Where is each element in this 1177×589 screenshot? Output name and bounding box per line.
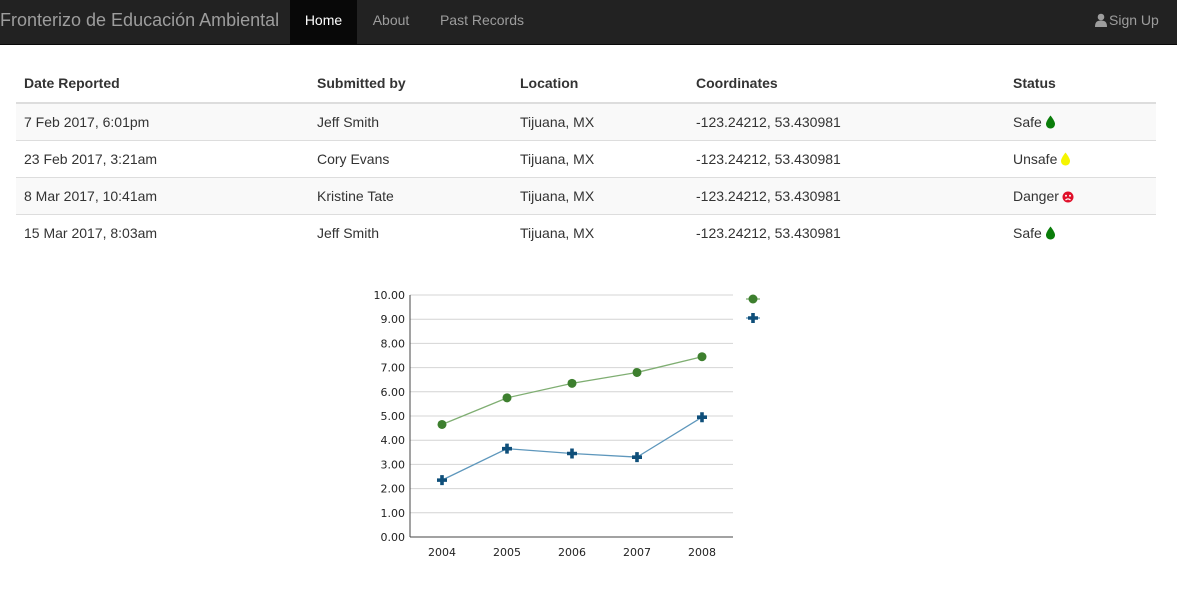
y-tick-label: 7.00: [381, 362, 406, 375]
cell-coordinates: -123.24212, 53.430981: [688, 176, 1005, 214]
cell-coordinates: -123.24212, 53.430981: [688, 213, 1005, 251]
user-icon: [1095, 13, 1107, 27]
x-tick-label: 2004: [428, 546, 456, 559]
signup-button[interactable]: Sign Up: [1094, 0, 1159, 45]
data-point: [437, 419, 447, 429]
danger-icon: [1062, 191, 1074, 202]
nav-about[interactable]: About: [372, 12, 410, 28]
cell-submitted-by: Kristine Tate: [309, 176, 512, 214]
cell-submitted-by: Jeff Smith: [309, 213, 512, 251]
cell-location: Tijuana, MX: [512, 213, 688, 251]
cell-status: Unsafe: [1005, 139, 1156, 177]
cell-date: 23 Feb 2017, 3:21am: [16, 139, 309, 177]
cell-submitted-by: Cory Evans: [309, 139, 512, 177]
y-tick-label: 4.00: [381, 434, 406, 447]
status-text: Danger: [1013, 187, 1059, 204]
cell-date: 15 Mar 2017, 8:03am: [16, 213, 309, 251]
y-tick-label: 6.00: [381, 386, 406, 399]
navbar: Fronterizo de Educación Ambiental Home A…: [0, 0, 1177, 45]
x-tick-label: 2008: [688, 546, 716, 559]
y-tick-label: 0.00: [381, 531, 406, 544]
status-text: Safe: [1013, 224, 1042, 241]
series-line: [441, 356, 703, 426]
signup-label: Sign Up: [1109, 12, 1159, 28]
status-text: Safe: [1013, 113, 1042, 130]
y-tick-label: 8.00: [381, 337, 406, 350]
cell-submitted-by: Jeff Smith: [309, 102, 512, 140]
data-point: [697, 412, 707, 423]
table-row: 15 Mar 2017, 8:03am Jeff Smith Tijuana, …: [16, 213, 1156, 251]
cell-location: Tijuana, MX: [512, 139, 688, 177]
data-point: [697, 352, 707, 362]
cell-status: Safe: [1005, 213, 1156, 251]
data-point: [632, 367, 642, 377]
y-tick-label: 2.00: [381, 483, 406, 496]
y-tick-label: 10.00: [374, 289, 406, 302]
data-point: [437, 475, 447, 486]
header-coordinates: Coordinates: [688, 64, 1005, 104]
header-location: Location: [512, 64, 688, 104]
header-date-reported: Date Reported: [16, 64, 309, 104]
nav-home[interactable]: Home: [290, 0, 357, 45]
drop-icon: [1045, 115, 1055, 129]
data-point: [567, 448, 577, 459]
cell-status: Danger: [1005, 176, 1156, 214]
data-point: [567, 378, 577, 388]
data-point: [632, 452, 642, 463]
cell-coordinates: -123.24212, 53.430981: [688, 102, 1005, 140]
y-tick-label: 1.00: [381, 507, 406, 520]
table-row: 8 Mar 2017, 10:41am Kristine Tate Tijuan…: [16, 176, 1156, 214]
drop-icon: [1061, 152, 1071, 165]
header-status: Status: [1005, 64, 1156, 104]
y-tick-label: 9.00: [381, 313, 406, 326]
table-row: 7 Feb 2017, 6:01pm Jeff Smith Tijuana, M…: [16, 102, 1156, 140]
data-point: [502, 443, 512, 454]
cell-location: Tijuana, MX: [512, 176, 688, 214]
x-tick-label: 2007: [623, 546, 651, 559]
status-text: Unsafe: [1013, 150, 1058, 167]
cell-status: Safe: [1005, 102, 1156, 140]
nav-past-records[interactable]: Past Records: [439, 12, 525, 28]
legend-marker: [748, 294, 758, 304]
legend-marker: [748, 313, 758, 323]
y-tick-label: 5.00: [381, 410, 406, 423]
cell-date: 8 Mar 2017, 10:41am: [16, 176, 309, 214]
brand-title[interactable]: Fronterizo de Educación Ambiental: [0, 10, 280, 30]
data-point: [502, 393, 512, 403]
y-tick-label: 3.00: [381, 458, 406, 471]
line-chart: 0.00 1.00 2.00 3.00 4.00 5.00 6.00 7.00 8.00 9.00…: [374, 289, 760, 559]
x-tick-label: 2005: [493, 546, 521, 559]
records-table: Date Reported Submitted by Location Coor…: [16, 64, 1156, 251]
drop-icon: [1045, 226, 1055, 240]
cell-date: 7 Feb 2017, 6:01pm: [16, 102, 309, 140]
cell-location: Tijuana, MX: [512, 102, 688, 140]
table-header-row: Date Reported Submitted by Location Coor…: [16, 64, 1156, 104]
table-row: 23 Feb 2017, 3:21am Cory Evans Tijuana, …: [16, 139, 1156, 177]
header-submitted-by: Submitted by: [309, 64, 512, 104]
cell-coordinates: -123.24212, 53.430981: [688, 139, 1005, 177]
x-tick-label: 2006: [558, 546, 586, 559]
